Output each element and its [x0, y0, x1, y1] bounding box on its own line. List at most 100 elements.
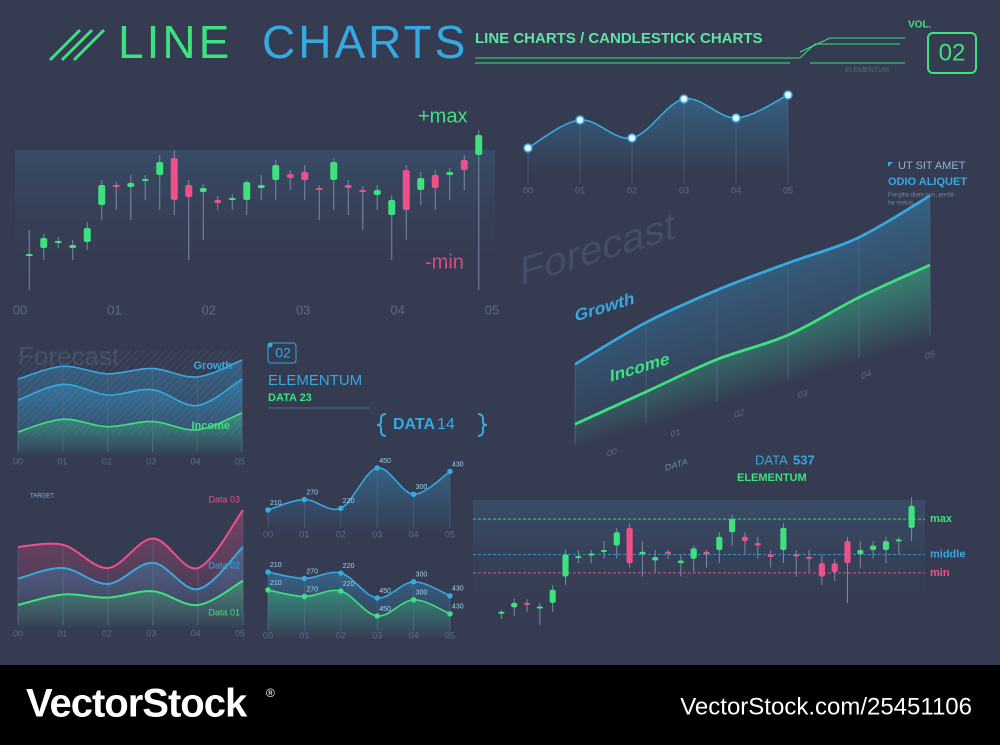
chart-text: +max — [418, 105, 467, 127]
candle-body — [908, 505, 915, 528]
value-label: 450 — [379, 606, 391, 613]
point — [783, 90, 793, 100]
point — [447, 611, 453, 617]
point — [447, 468, 453, 475]
candle-body — [272, 165, 280, 180]
candle-body — [185, 185, 193, 197]
x-tick-label: 03 — [296, 302, 310, 317]
point — [447, 593, 453, 599]
x-tick-label: 02 — [202, 302, 216, 317]
header-lines — [475, 32, 977, 74]
brand: ELEMENTUM — [845, 67, 889, 74]
candle-body — [199, 188, 207, 192]
x-tick-label: 00 — [13, 456, 23, 466]
candle-body — [536, 606, 543, 609]
candle-body — [315, 188, 323, 190]
candle-body — [25, 254, 33, 256]
candle-body — [54, 241, 62, 243]
x-tick-label: 02 — [102, 628, 112, 638]
sidebar-line: ODIO ALIQUET — [888, 176, 967, 188]
candle-body — [549, 589, 556, 603]
footer-logo: VectorStock — [26, 682, 248, 726]
candle-body — [870, 545, 877, 550]
x-tick-label: 01 — [575, 185, 585, 195]
panel-dot — [267, 342, 273, 348]
point — [627, 133, 637, 143]
value-label: 300 — [416, 572, 428, 579]
line — [17, 412, 243, 433]
candle-body — [228, 198, 236, 200]
series-label: Data 02 — [208, 560, 240, 570]
x-tick-label: 01 — [57, 628, 67, 638]
sidebar-line: tor metus. — [888, 201, 915, 207]
chart-text: DATA — [755, 452, 788, 467]
candle-body — [523, 602, 531, 605]
value-label: 210 — [270, 580, 282, 587]
x-tick-label: 01 — [671, 426, 681, 439]
point — [265, 569, 271, 575]
point — [338, 588, 344, 594]
x-tick-label: 05 — [783, 185, 793, 195]
point — [338, 570, 344, 576]
panel-number: 02 — [275, 345, 291, 361]
footer-mark: ® — [266, 686, 275, 700]
candle-body — [805, 557, 813, 560]
candle-body — [460, 160, 468, 170]
x-tick-label: 01 — [107, 302, 121, 317]
line — [17, 378, 243, 407]
x-tick-label: 03 — [679, 185, 689, 195]
value-label: 210 — [270, 500, 282, 507]
line-area — [575, 265, 930, 450]
chart: +max-min000102030405 — [13, 105, 499, 317]
x-tick-label: 03 — [146, 628, 156, 638]
x-tick-label: 00 — [263, 630, 273, 640]
x-tick-label: 02 — [336, 630, 346, 640]
chart: DATA 14 210 270 220 450 300 430 00 01 02 03 04 05 — [263, 416, 464, 539]
reference-label: max — [930, 513, 953, 525]
line — [574, 194, 931, 366]
point — [731, 113, 741, 123]
candle-body — [690, 548, 697, 559]
candle-body — [156, 162, 164, 175]
value-label: 270 — [306, 489, 318, 496]
point — [301, 593, 308, 600]
line-area — [18, 580, 243, 630]
x-tick-label: 02 — [627, 185, 637, 195]
x-tick-label: 00 — [263, 529, 273, 539]
value-label: 220 — [343, 581, 355, 588]
candle-body — [882, 541, 890, 550]
point — [301, 575, 308, 582]
candle-body — [831, 563, 838, 573]
candle-body — [141, 179, 149, 181]
candle-body — [475, 135, 483, 155]
panel-subtitle: DATA 23 — [268, 392, 312, 404]
x-tick-label: 04 — [390, 302, 404, 317]
reference-label: min — [930, 567, 950, 579]
series-label: Data 03 — [208, 494, 240, 504]
sidebar-line: Fringilla diam non, porttit- — [888, 193, 956, 199]
candle-body — [498, 611, 505, 614]
footer-url: VectorStock.com/25451106 — [680, 693, 972, 720]
line — [17, 359, 243, 380]
value-label: 270 — [306, 586, 318, 593]
value-label: 430 — [452, 604, 464, 611]
line-area — [268, 467, 450, 535]
title-part-1: LINE — [118, 16, 232, 68]
candle-body — [588, 553, 595, 556]
line — [17, 546, 244, 591]
point — [410, 491, 417, 497]
chart: 210 270 220 450 300 430 210 270 220 450 300 430 00 01… — [263, 562, 464, 641]
point — [265, 587, 271, 593]
chart-text: 537 — [793, 452, 815, 467]
reference-label: middle — [930, 548, 965, 560]
sidebar-line: UT SIT AMET — [898, 160, 966, 172]
series-label: Data 01 — [208, 607, 240, 617]
value-label: 300 — [416, 484, 428, 491]
chart-text: TARGET — [30, 494, 54, 500]
chart: DATA 537 ELEMENTUM max middle min — [473, 452, 965, 640]
value-label: 430 — [452, 461, 464, 468]
point — [265, 507, 271, 513]
value-label: 270 — [306, 568, 318, 575]
candle-body — [373, 190, 381, 195]
